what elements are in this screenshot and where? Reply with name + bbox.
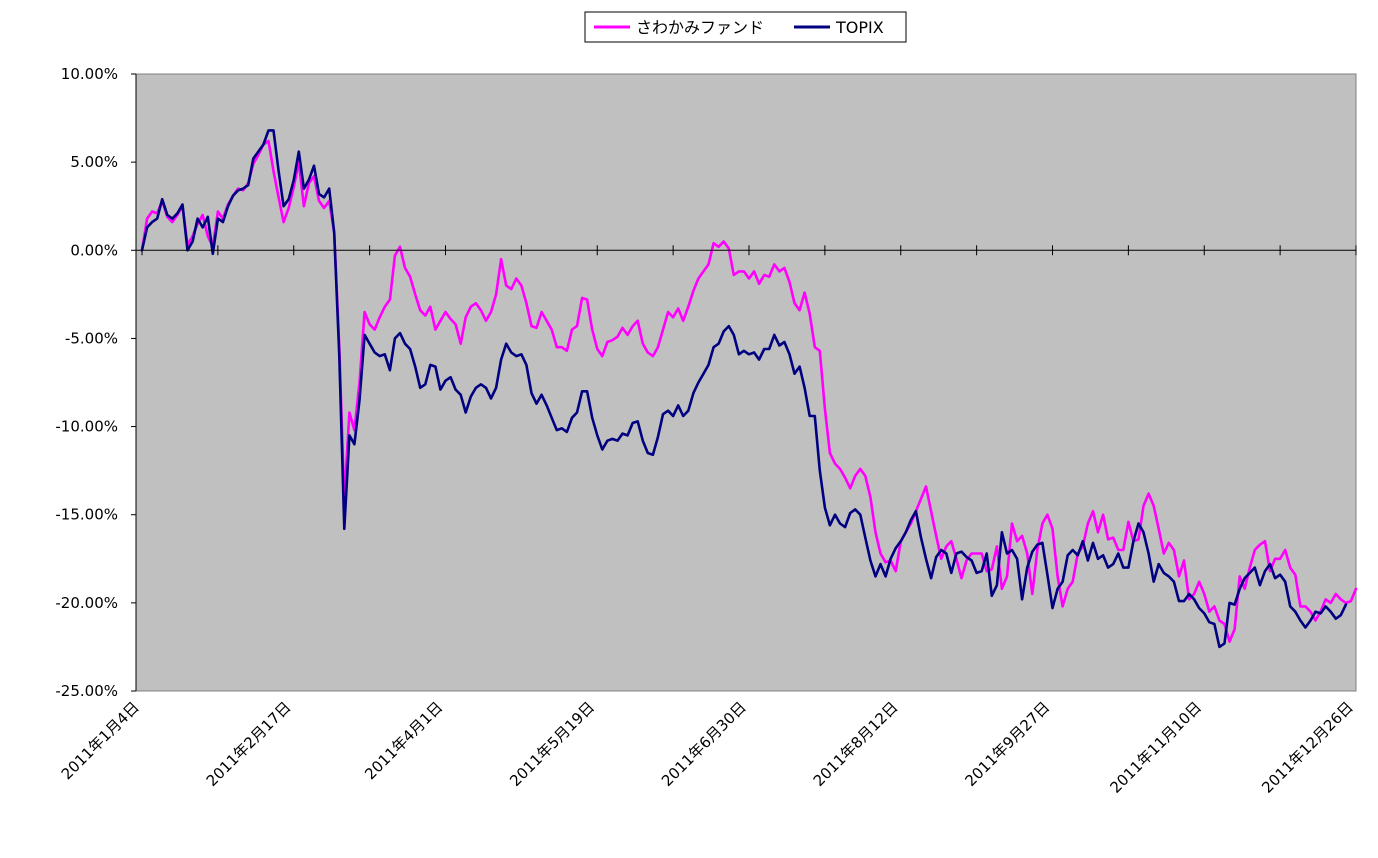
x-tick-label: 2011年6月30日	[658, 698, 750, 790]
x-tick-label: 2011年9月27日	[962, 698, 1054, 790]
y-tick-label: -15.00%	[55, 506, 118, 524]
y-tick-label: 5.00%	[70, 153, 118, 171]
y-tick-label: -10.00%	[55, 418, 118, 436]
x-tick-label: 2011年2月17日	[203, 698, 295, 790]
y-tick-label: 0.00%	[70, 241, 118, 259]
legend-label-fund: さわかみファンド	[636, 18, 764, 37]
series-line-topix	[140, 129, 1348, 649]
y-tick-label: -20.00%	[55, 594, 118, 612]
y-tick-label: 10.00%	[61, 65, 118, 83]
x-tick-label: 2011年1月4日	[58, 698, 143, 783]
x-tick-label: 2011年5月19日	[506, 698, 598, 790]
legend-box	[584, 11, 907, 43]
y-axis: 10.00% 5.00% 0.00% -5.00% -10.00% -15.00% -20.…	[55, 65, 137, 700]
series-layer	[140, 129, 1358, 649]
plot-area	[135, 73, 1357, 692]
legend: さわかみファンド TOPIX	[584, 11, 907, 43]
x-tick-label: 2011年8月12日	[810, 698, 902, 790]
y-tick-label: -25.00%	[55, 682, 118, 700]
x-tick-label: 2011年4月1日	[361, 698, 446, 783]
x-tick-label: 2011年11月10日	[1107, 698, 1206, 797]
legend-label-topix: TOPIX	[835, 18, 884, 37]
y-tick-label: -5.00%	[65, 329, 118, 347]
x-tick-label: 2011年12月26日	[1258, 698, 1357, 797]
